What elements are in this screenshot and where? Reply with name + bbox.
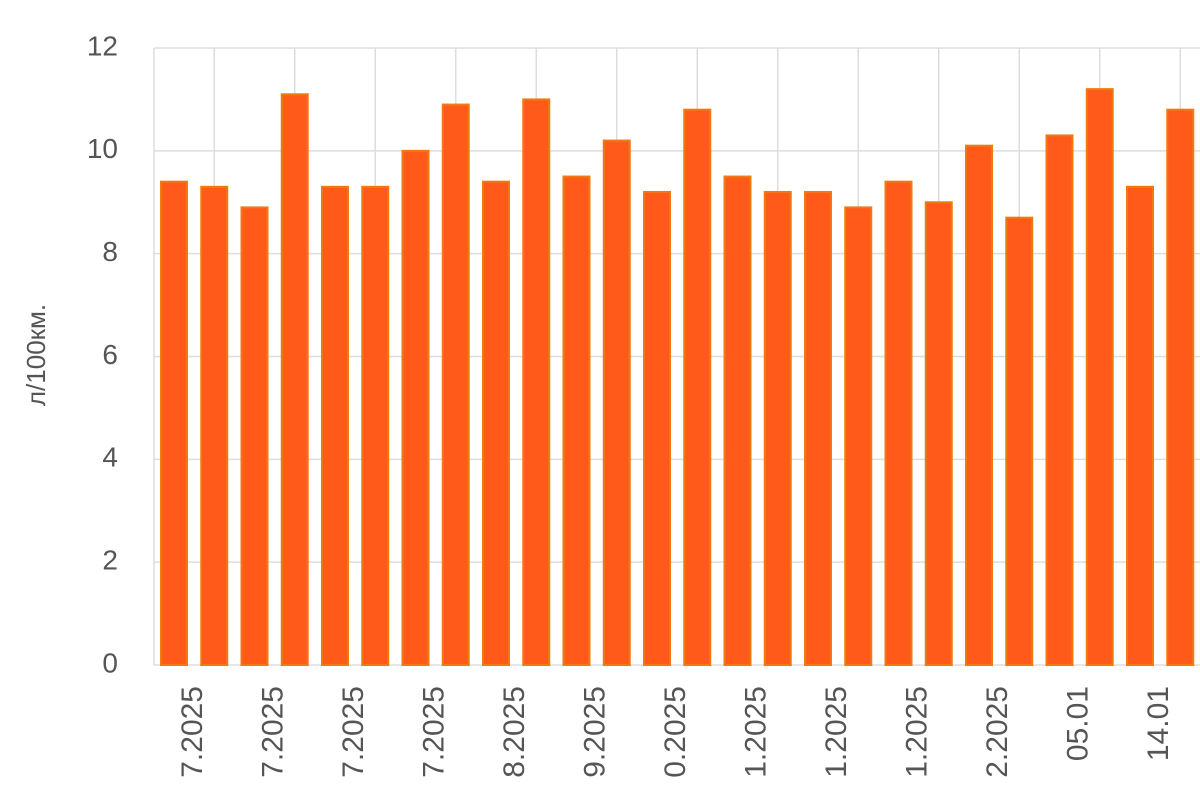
bar [1005,216,1034,667]
y-tick-label: 2 [102,545,118,576]
bar [884,180,913,667]
y-axis-label: л/100км. [21,304,51,406]
x-tick-label: 7.2025 [418,686,451,778]
x-tick-label: 1.2025 [901,686,934,778]
y-tick-label: 4 [102,442,118,473]
bar [160,180,188,667]
bar [643,190,671,666]
y-tick-label: 12 [87,30,118,61]
x-tick-label: 7.2025 [257,686,290,778]
bar [763,190,792,666]
bar [924,201,953,666]
bar [1045,134,1074,667]
x-tick-label: 8.2025 [498,686,531,778]
x-tick-label: 1.2025 [820,686,853,778]
x-tick-label: 9.2025 [579,686,612,778]
bar [280,93,309,666]
bar [441,103,470,666]
y-tick-label: 6 [102,339,118,370]
bar [844,206,873,666]
y-tick-label: 0 [102,647,118,678]
bar [1085,88,1114,666]
bar [321,185,349,666]
bar [361,185,390,666]
bar [401,149,430,667]
bar [1166,108,1195,666]
bar [562,175,591,667]
x-tick-label: 05.01 [1062,686,1095,761]
y-tick-label: 8 [102,236,118,267]
bar [1126,185,1154,666]
bar [965,144,993,667]
x-tick-label: 2.2025 [981,686,1014,778]
x-tick-label: 0.2025 [659,686,692,778]
x-tick-label: 14.01 [1142,686,1175,761]
bar [804,190,832,666]
bar [240,206,269,666]
x-tick-label: 1.2025 [740,686,773,778]
bar [602,139,631,667]
x-tick-label: 7.2025 [337,686,370,778]
x-tick-label: 7.2025 [176,686,209,778]
y-tick-label: 10 [87,133,118,164]
bar [200,185,229,666]
bar [723,175,752,667]
bar [482,180,510,667]
bar [683,108,712,666]
bar [522,98,551,666]
